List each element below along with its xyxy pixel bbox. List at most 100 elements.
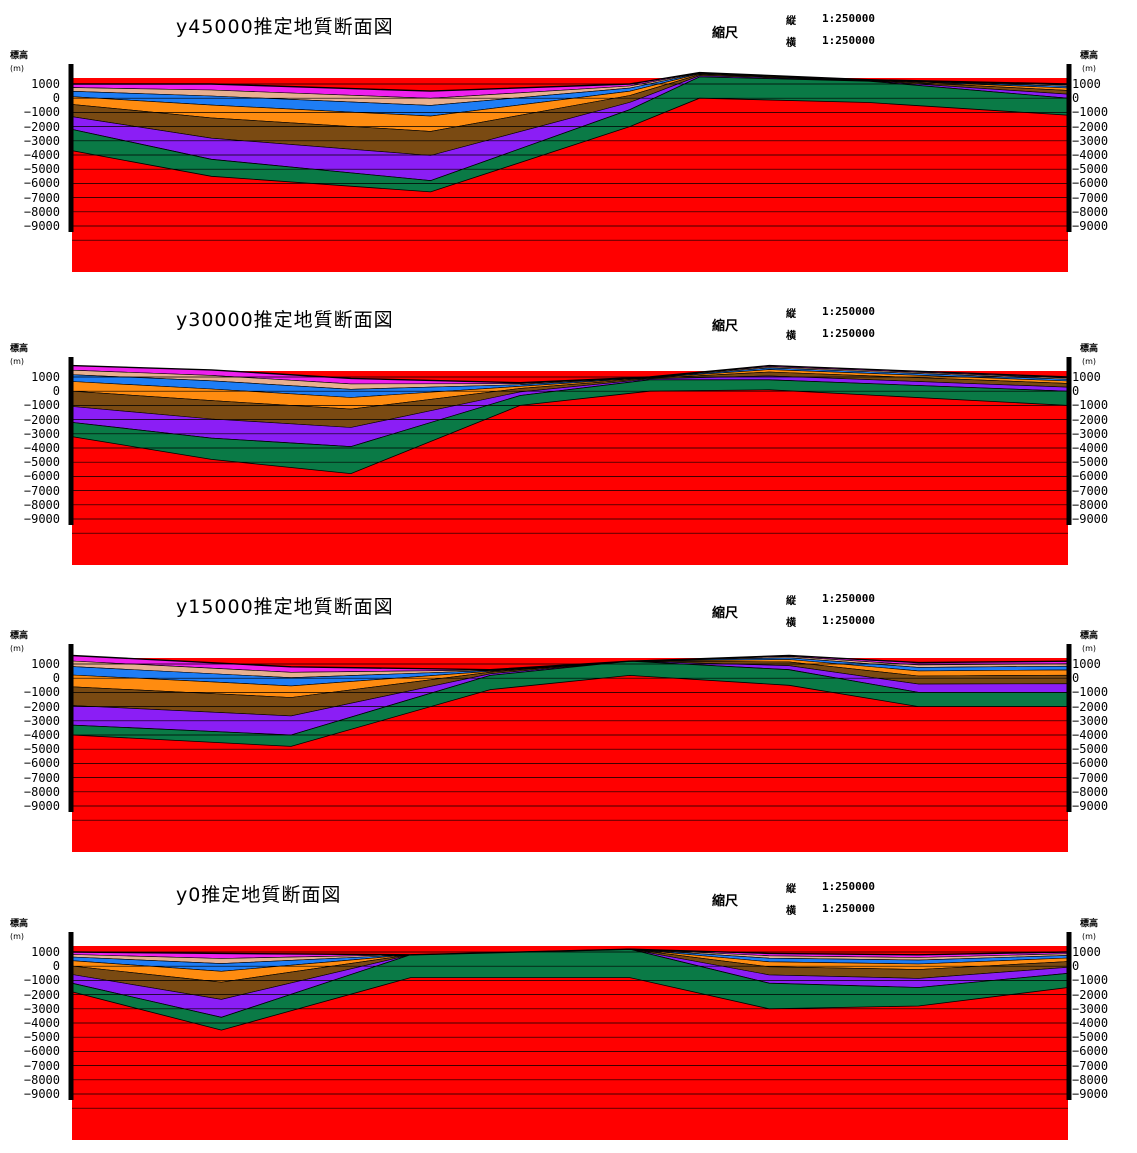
cross-section-1: y30000推定地質断面図 縮尺 縦 1:250000 横 1:250000 標高 (m) 10… <box>0 293 1137 578</box>
axis-unit-right: (m) <box>1082 64 1097 73</box>
elevation-tick-label: −4000 <box>23 1015 60 1030</box>
elevation-tick-label: −7000 <box>1072 190 1109 205</box>
elevation-tick-label: −1000 <box>1072 398 1109 413</box>
section-plot <box>68 644 1072 852</box>
elevation-tick-label: −3000 <box>23 713 60 728</box>
elevation-tick-label: 1000 <box>31 77 60 91</box>
elevation-tick-label: 1000 <box>1072 370 1101 384</box>
elevation-tick-label: −9000 <box>1072 798 1109 813</box>
elevation-tick-label: −8000 <box>23 204 60 219</box>
elevation-tick-label: −1000 <box>23 973 60 988</box>
elevation-tick-label: −7000 <box>23 770 60 785</box>
ground-surface-line <box>72 71 1069 92</box>
section-plot <box>68 932 1072 1140</box>
elevation-tick-label: −4000 <box>23 147 60 162</box>
elevation-tick-label: −7000 <box>1072 1058 1109 1073</box>
elevation-tick-label: 1000 <box>1072 77 1101 91</box>
elevation-tick-label: −1000 <box>1072 685 1109 700</box>
elevation-tick-label: −5000 <box>1072 742 1109 757</box>
elevation-tick-label: −5000 <box>1072 162 1109 177</box>
scale-horizontal-key: 横 <box>786 38 796 49</box>
ground-surface-line <box>71 948 1069 956</box>
elevation-tick-label: 0 <box>52 91 60 106</box>
scale-vertical-key: 縦 <box>786 884 796 895</box>
elevation-tick-label: −5000 <box>1072 455 1109 470</box>
section-plot <box>68 64 1072 272</box>
scale-label: 縮尺 <box>712 606 739 621</box>
scale-vertical-key: 縦 <box>786 309 796 320</box>
scale-vertical-key: 縦 <box>786 596 796 607</box>
elevation-tick-label: −2000 <box>23 699 60 714</box>
elevation-tick-label: −8000 <box>1072 784 1109 799</box>
elevation-tick-label: −5000 <box>1072 1030 1109 1045</box>
elevation-ticks-right: 1000 0 −1000 −2000 −3000 −4000 −5000 −6000 −7000… <box>1072 77 1137 233</box>
elevation-tick-label: −7000 <box>1072 483 1109 498</box>
elevation-tick-label: 0 <box>52 959 60 974</box>
elevation-tick-label: −9000 <box>23 1086 60 1101</box>
elevation-ticks-right: 1000 0 −1000 −2000 −3000 −4000 −5000 −6000 −7000… <box>1072 370 1137 526</box>
section-title: y30000推定地質断面図 <box>176 309 394 331</box>
elevation-tick-label: −3000 <box>1072 133 1109 148</box>
elevation-ticks-left: 1000 0 −1000 −2000 −3000 −4000 −5000 −6000 −7000… <box>0 77 60 233</box>
elevation-tick-label: −1000 <box>1072 973 1109 988</box>
axis-title-right: 標高 <box>1080 51 1099 61</box>
axis-title-left: 標高 <box>10 631 29 641</box>
elevation-tick-label: −6000 <box>23 469 60 484</box>
section-title: y0推定地質断面図 <box>176 884 342 906</box>
scale-horizontal-key: 横 <box>786 906 796 917</box>
elevation-tick-label: −9000 <box>1072 511 1109 526</box>
elevation-tick-label: −4000 <box>23 727 60 742</box>
axis-unit-right: (m) <box>1082 932 1097 941</box>
elevation-tick-label: 1000 <box>1072 945 1101 959</box>
scale-label: 縮尺 <box>712 26 739 41</box>
elevation-tick-label: −2000 <box>23 412 60 427</box>
elevation-tick-label: −4000 <box>1072 147 1109 162</box>
elevation-tick-label: −7000 <box>1072 770 1109 785</box>
elevation-tick-label: 0 <box>52 384 60 399</box>
scale-vertical-value: 1:250000 <box>822 880 875 893</box>
cross-section-2: y15000推定地質断面図 縮尺 縦 1:250000 横 1:250000 標高 (m) 10… <box>0 580 1137 865</box>
elevation-tick-label: −5000 <box>23 455 60 470</box>
elevation-tick-label: −9000 <box>23 798 60 813</box>
elevation-tick-label: −1000 <box>23 398 60 413</box>
section-title: y45000推定地質断面図 <box>176 16 394 38</box>
elevation-tick-label: −9000 <box>23 218 60 233</box>
elevation-tick-label: 1000 <box>1072 657 1101 671</box>
elevation-tick-label: 1000 <box>31 370 60 384</box>
elevation-tick-label: −1000 <box>1072 105 1109 120</box>
axis-unit-left: (m) <box>10 644 25 653</box>
elevation-tick-label: −4000 <box>23 440 60 455</box>
scale-vertical-value: 1:250000 <box>822 305 875 318</box>
elevation-tick-label: −6000 <box>1072 1044 1109 1059</box>
elevation-tick-label: −9000 <box>1072 218 1109 233</box>
scale-horizontal-key: 横 <box>786 331 796 342</box>
elevation-tick-label: −6000 <box>1072 469 1109 484</box>
axis-title-right: 標高 <box>1080 919 1099 929</box>
elevation-tick-label: −7000 <box>23 1058 60 1073</box>
axis-title-left: 標高 <box>10 919 29 929</box>
scale-horizontal-value: 1:250000 <box>822 34 875 47</box>
scale-vertical-value: 1:250000 <box>822 592 875 605</box>
scale-label: 縮尺 <box>712 319 739 334</box>
elevation-tick-label: 0 <box>1072 384 1080 399</box>
elevation-tick-label: −1000 <box>23 105 60 120</box>
elevation-tick-label: −2000 <box>23 987 60 1002</box>
elevation-tick-label: −2000 <box>1072 987 1109 1002</box>
elevation-tick-label: −8000 <box>1072 204 1109 219</box>
elevation-ticks-left: 1000 0 −1000 −2000 −3000 −4000 −5000 −6000 −7000… <box>0 370 60 526</box>
elevation-tick-label: −5000 <box>23 162 60 177</box>
elevation-tick-label: −2000 <box>1072 119 1109 134</box>
cross-section-3: y0推定地質断面図 縮尺縦 1:250000 横 1:250000 標高 (m) 1000 0−… <box>0 868 1137 1153</box>
elevation-tick-label: −6000 <box>23 1044 60 1059</box>
elevation-tick-label: −4000 <box>1072 727 1109 742</box>
elevation-tick-label: −9000 <box>23 511 60 526</box>
axis-title-left: 標高 <box>10 51 29 61</box>
elevation-tick-label: −6000 <box>23 756 60 771</box>
elevation-tick-label: −7000 <box>23 190 60 205</box>
scale-horizontal-value: 1:250000 <box>822 327 875 340</box>
scale-vertical-value: 1:250000 <box>822 12 875 25</box>
elevation-tick-label: −6000 <box>1072 756 1109 771</box>
axis-unit-left: (m) <box>10 932 25 941</box>
elevation-tick-label: 0 <box>1072 91 1080 106</box>
section-title: y15000推定地質断面図 <box>176 596 394 618</box>
